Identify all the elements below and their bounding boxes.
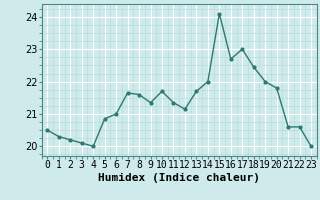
X-axis label: Humidex (Indice chaleur): Humidex (Indice chaleur) [98, 173, 260, 183]
